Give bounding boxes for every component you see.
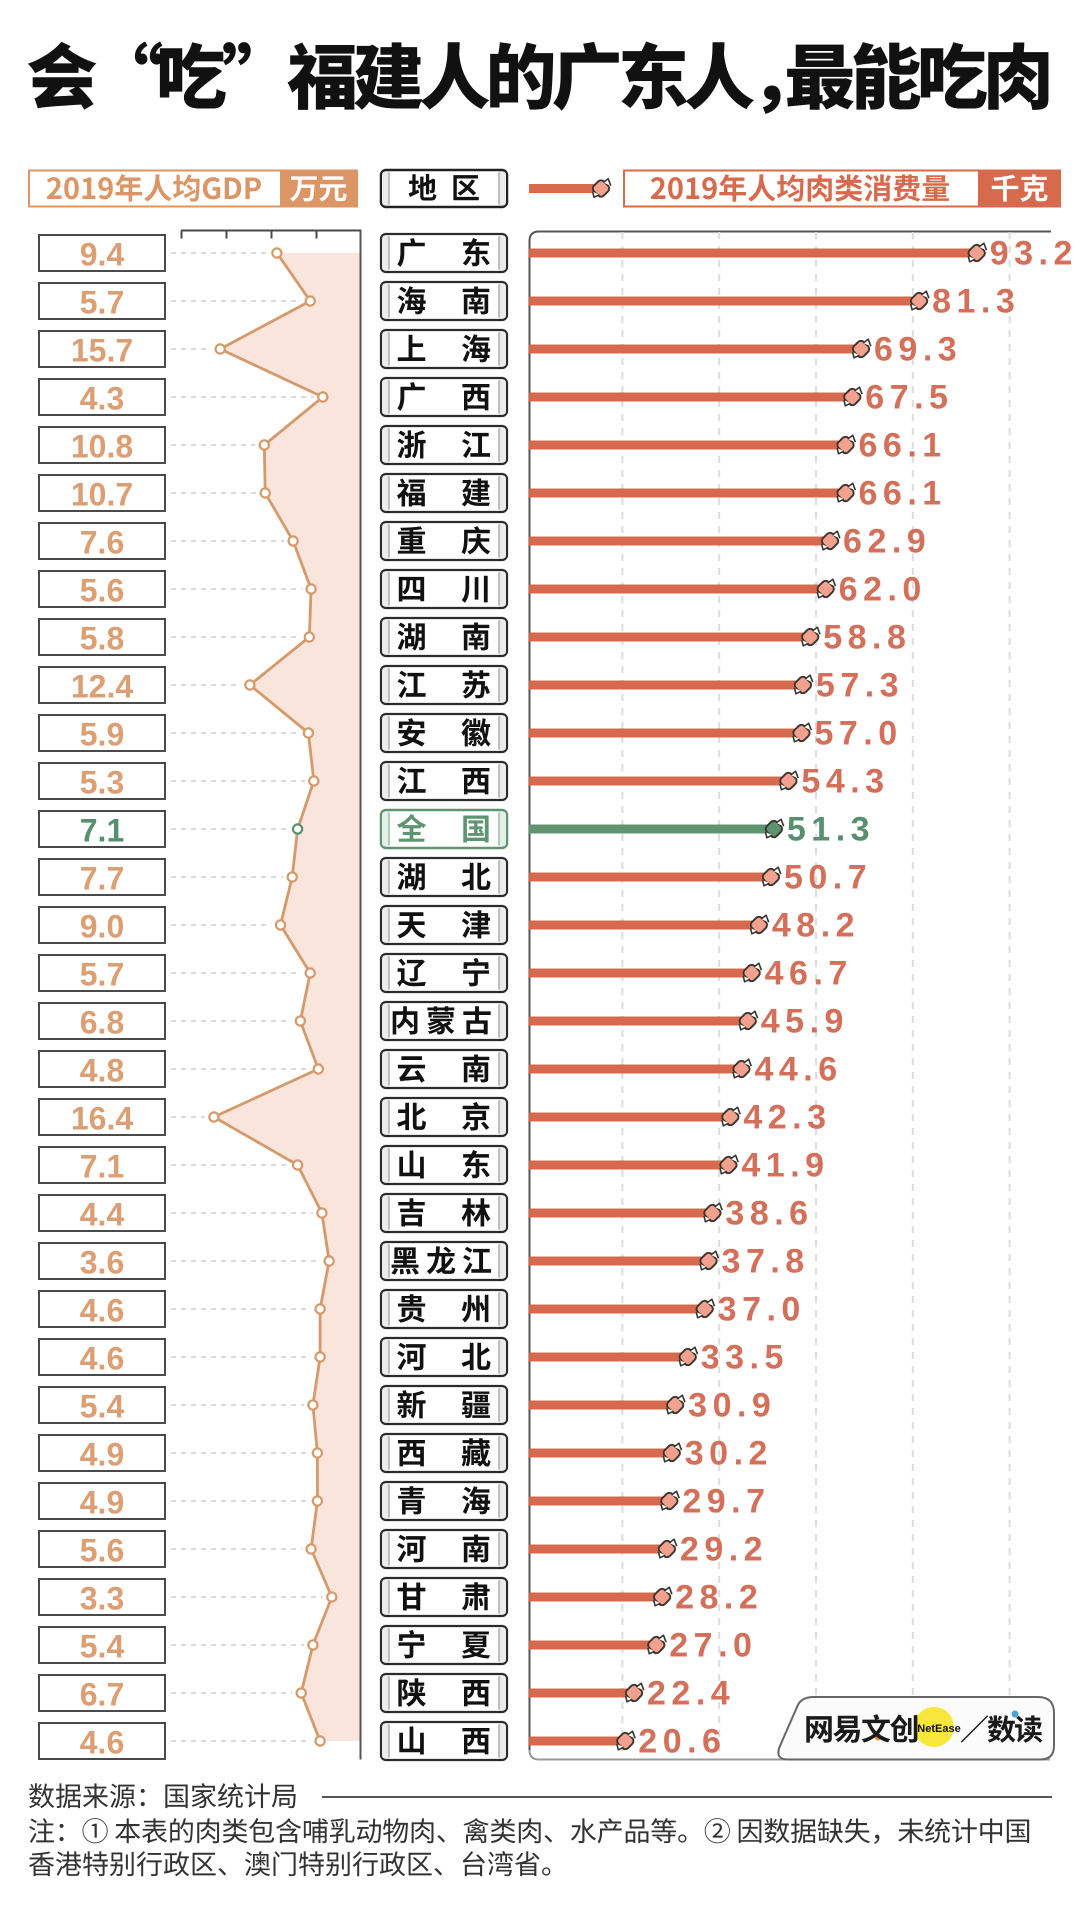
svg-text:5.6: 5.6 bbox=[80, 1533, 124, 1569]
svg-text:58.8: 58.8 bbox=[823, 619, 911, 657]
svg-text:9.4: 9.4 bbox=[80, 237, 125, 273]
svg-text:4.6: 4.6 bbox=[80, 1725, 124, 1761]
svg-text:29.2: 29.2 bbox=[680, 1531, 768, 1569]
svg-text:9.0: 9.0 bbox=[80, 909, 124, 945]
svg-text:6.7: 6.7 bbox=[80, 1677, 124, 1713]
svg-text:30.9: 30.9 bbox=[688, 1387, 776, 1425]
svg-text:93.2: 93.2 bbox=[990, 235, 1078, 273]
svg-text:5.4: 5.4 bbox=[80, 1629, 125, 1665]
svg-text:12.4: 12.4 bbox=[71, 669, 133, 705]
svg-text:44.6: 44.6 bbox=[754, 1051, 842, 1089]
svg-text:20.6: 20.6 bbox=[638, 1723, 726, 1761]
svg-text:5.7: 5.7 bbox=[80, 957, 124, 993]
svg-text:38.6: 38.6 bbox=[725, 1195, 813, 1233]
svg-text:27.0: 27.0 bbox=[669, 1627, 757, 1665]
svg-text:3.6: 3.6 bbox=[80, 1245, 124, 1281]
svg-text:48.2: 48.2 bbox=[772, 907, 860, 945]
svg-text:33.5: 33.5 bbox=[701, 1339, 789, 1377]
svg-text:10.7: 10.7 bbox=[71, 477, 133, 513]
svg-text:45.9: 45.9 bbox=[761, 1003, 849, 1041]
svg-text:22.4: 22.4 bbox=[647, 1675, 735, 1713]
svg-text:42.3: 42.3 bbox=[743, 1099, 831, 1137]
svg-text:15.7: 15.7 bbox=[71, 333, 133, 369]
svg-text:57.0: 57.0 bbox=[814, 715, 902, 753]
svg-text:69.3: 69.3 bbox=[874, 331, 962, 369]
svg-text:46.7: 46.7 bbox=[765, 955, 853, 993]
svg-text:37.8: 37.8 bbox=[722, 1243, 810, 1281]
svg-text:66.1: 66.1 bbox=[859, 427, 947, 465]
svg-text:7.7: 7.7 bbox=[80, 861, 124, 897]
svg-text:4.6: 4.6 bbox=[80, 1341, 124, 1377]
svg-text:5.3: 5.3 bbox=[80, 765, 124, 801]
svg-text:4.8: 4.8 bbox=[80, 1053, 124, 1089]
svg-text:4.9: 4.9 bbox=[80, 1485, 124, 1521]
svg-text:4.9: 4.9 bbox=[80, 1437, 124, 1473]
svg-text:57.3: 57.3 bbox=[816, 667, 904, 705]
svg-text:66.1: 66.1 bbox=[859, 475, 947, 513]
svg-text:NetEase: NetEase bbox=[917, 1723, 960, 1735]
svg-text:7.1: 7.1 bbox=[80, 1149, 124, 1185]
svg-text:62.0: 62.0 bbox=[839, 571, 927, 609]
svg-text:3.3: 3.3 bbox=[80, 1581, 124, 1617]
svg-text:54.3: 54.3 bbox=[801, 763, 889, 801]
svg-text:5.6: 5.6 bbox=[80, 573, 124, 609]
svg-text:7.1: 7.1 bbox=[80, 813, 124, 849]
svg-text:5.4: 5.4 bbox=[80, 1389, 125, 1425]
svg-text:28.2: 28.2 bbox=[675, 1579, 763, 1617]
svg-text:5.8: 5.8 bbox=[80, 621, 124, 657]
svg-text:29.7: 29.7 bbox=[682, 1483, 770, 1521]
svg-text:4.4: 4.4 bbox=[80, 1197, 125, 1233]
svg-text:37.0: 37.0 bbox=[718, 1291, 806, 1329]
svg-text:81.3: 81.3 bbox=[932, 283, 1020, 321]
svg-text:67.5: 67.5 bbox=[865, 379, 953, 417]
svg-text:10.8: 10.8 bbox=[71, 429, 133, 465]
svg-text:5.9: 5.9 bbox=[80, 717, 124, 753]
svg-text:6.8: 6.8 bbox=[80, 1005, 124, 1041]
svg-text:30.2: 30.2 bbox=[685, 1435, 773, 1473]
svg-text:5.7: 5.7 bbox=[80, 285, 124, 321]
svg-text:16.4: 16.4 bbox=[71, 1101, 133, 1137]
svg-text:50.7: 50.7 bbox=[784, 859, 872, 897]
svg-text:7.6: 7.6 bbox=[80, 525, 124, 561]
svg-text:62.9: 62.9 bbox=[843, 523, 931, 561]
svg-text:4.6: 4.6 bbox=[80, 1293, 124, 1329]
svg-text:4.3: 4.3 bbox=[80, 381, 124, 417]
svg-text:51.3: 51.3 bbox=[787, 811, 875, 849]
svg-text:41.9: 41.9 bbox=[741, 1147, 829, 1185]
